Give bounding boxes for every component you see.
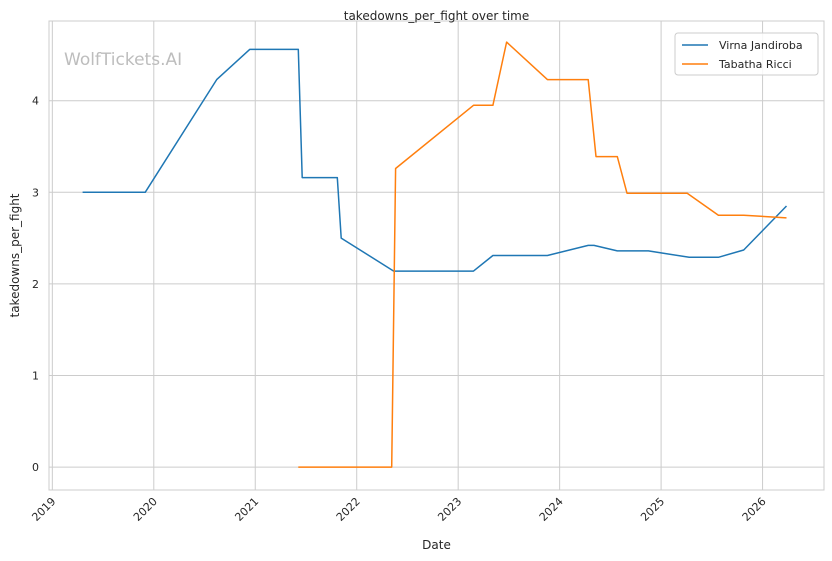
- legend-label: Virna Jandiroba: [719, 39, 803, 52]
- chart-title: takedowns_per_fight over time: [344, 9, 530, 23]
- legend-label: Tabatha Ricci: [718, 58, 792, 71]
- y-tick-label: 3: [32, 186, 39, 199]
- x-axis-title: Date: [422, 538, 451, 552]
- plot-frame: [48, 20, 825, 491]
- series-line-2: [298, 41, 787, 468]
- y-tick-label: 0: [32, 461, 39, 474]
- watermark: WolfTickets.AI: [64, 50, 182, 70]
- y-axis-ticks: 0 1 2 3 4: [32, 95, 39, 474]
- grid: [49, 21, 824, 490]
- y-axis-title: takedowns_per_fight: [8, 193, 22, 317]
- y-tick-label: 4: [32, 95, 39, 108]
- y-tick-label: 1: [32, 369, 39, 382]
- legend: Virna Jandiroba Tabatha Ricci: [674, 32, 819, 76]
- y-tick-label: 2: [32, 278, 39, 291]
- series-layer: [82, 41, 788, 468]
- series-line-1: [82, 48, 788, 272]
- legend-box: [674, 32, 819, 76]
